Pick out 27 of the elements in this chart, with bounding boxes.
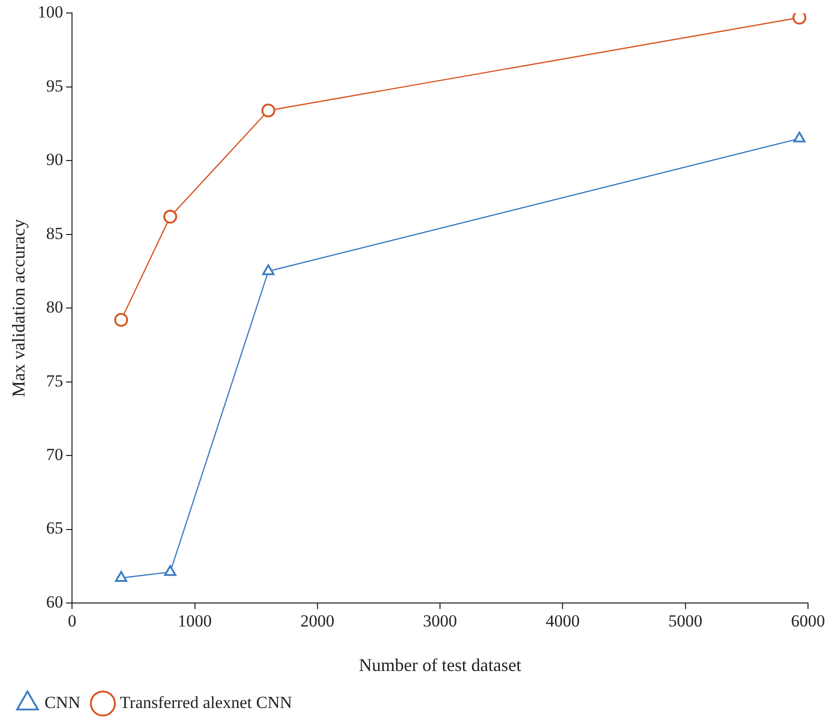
y-tick-label: 90: [46, 150, 64, 170]
legend-label: CNN: [44, 692, 80, 712]
x-tick-label: 1000: [178, 612, 212, 631]
point: [262, 264, 274, 276]
legend-label: Transferred alexnet CNN: [120, 692, 292, 712]
x-axis-title: Number of test dataset: [358, 654, 522, 675]
x-tick-label: 2000: [300, 612, 334, 631]
x-tick-label: 0: [68, 612, 76, 631]
point: [163, 210, 178, 224]
y-tick-label: 85: [46, 224, 64, 243]
point: [164, 565, 176, 576]
x-tick-label: 3000: [423, 612, 458, 631]
y-tick-label: 95: [46, 76, 64, 96]
x-tick-label: 6000: [791, 612, 825, 631]
y-tick-label: 65: [46, 518, 64, 538]
y-axis-title: Max validation accuracy: [8, 219, 29, 398]
point: [115, 571, 128, 582]
point: [114, 312, 128, 327]
y-tick-label: 80: [46, 298, 64, 317]
x-tick-label: 5000: [668, 612, 702, 631]
y-tick-label: 60: [46, 592, 64, 612]
y-tick-label: 75: [46, 371, 64, 390]
y-tick-label: 70: [46, 445, 64, 464]
y-tick-label: 100: [38, 2, 64, 22]
point: [261, 104, 276, 118]
point: [792, 13, 806, 25]
x-tick-label: 4000: [546, 612, 580, 631]
